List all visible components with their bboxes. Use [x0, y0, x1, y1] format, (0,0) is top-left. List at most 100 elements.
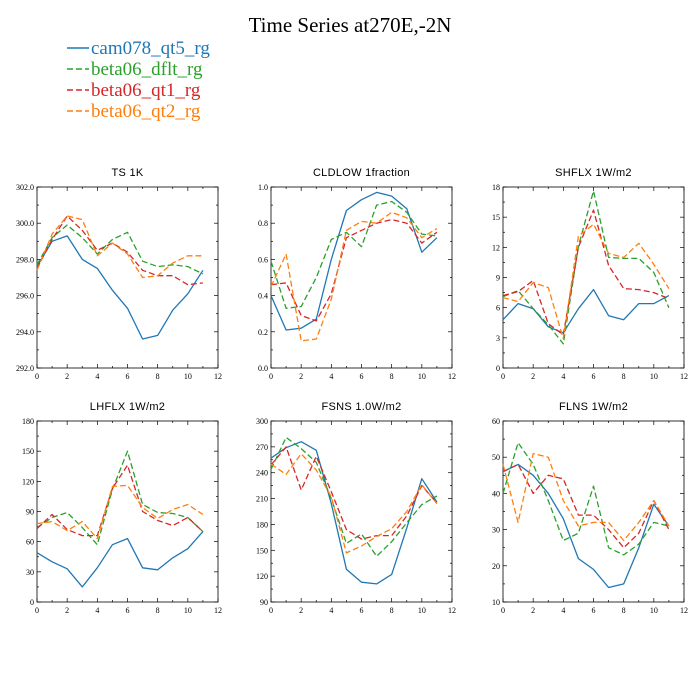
x-tick-label: 0 — [35, 606, 39, 615]
series-line-beta06_qt1_rg — [502, 209, 670, 336]
y-tick-label: 50 — [492, 453, 500, 462]
plot-frame — [270, 186, 453, 369]
y-tick-label: 90 — [26, 508, 34, 517]
x-tick-label: 4 — [95, 606, 99, 615]
y-tick-label: 0.4 — [258, 292, 268, 301]
panel-title: SHFLX 1W/m2 — [555, 167, 632, 179]
y-tick-label: 1.0 — [258, 183, 268, 192]
series-line-beta06_qt2_rg — [270, 453, 438, 554]
x-tick-label: 0 — [35, 372, 39, 381]
series-line-beta06_qt1_rg — [502, 463, 670, 549]
x-tick-label: 4 — [329, 606, 333, 615]
x-tick-label: 8 — [156, 606, 160, 615]
series-line-beta06_qt2_rg — [270, 211, 438, 342]
x-tick-label: 6 — [360, 606, 364, 615]
y-tick-label: 120 — [256, 572, 268, 581]
x-tick-label: 8 — [156, 372, 160, 381]
y-tick-label: 60 — [26, 538, 34, 547]
y-tick-label: 12 — [492, 243, 500, 252]
y-tick-label: 240 — [256, 469, 268, 478]
x-tick-label: 10 — [418, 606, 426, 615]
series-line-beta06_dflt_rg — [270, 436, 438, 557]
panel-title: FSNS 1.0W/m2 — [321, 401, 401, 413]
x-tick-label: 10 — [650, 606, 658, 615]
x-tick-label: 2 — [65, 606, 69, 615]
y-tick-label: 40 — [492, 489, 500, 498]
legend-label: beta06_dflt_rg — [91, 59, 203, 80]
legend-item: beta06_qt1_rg — [67, 80, 201, 101]
y-tick-label: 30 — [492, 526, 500, 535]
y-tick-label: 150 — [22, 447, 34, 456]
y-tick-label: 90 — [260, 598, 268, 607]
x-tick-label: 12 — [448, 606, 456, 615]
y-tick-label: 270 — [256, 443, 268, 452]
series-line-cam078_qt5_rg — [36, 235, 204, 340]
y-tick-label: 6 — [496, 304, 500, 313]
y-tick-label: 298.0 — [16, 255, 34, 264]
series-line-beta06_qt1_rg — [36, 215, 203, 286]
legend-item: cam078_qt5_rg — [67, 38, 210, 59]
x-tick-label: 10 — [184, 372, 192, 381]
y-tick-label: 9 — [496, 274, 500, 283]
plot-frame — [502, 186, 685, 369]
series-line-beta06_dflt_rg — [502, 190, 670, 345]
x-tick-label: 6 — [126, 372, 130, 381]
panel-title: TS 1K — [111, 167, 143, 179]
panel-title: LHFLX 1W/m2 — [90, 401, 165, 413]
x-tick-label: 0 — [269, 606, 273, 615]
figure-title: Time Series at270E,-2N — [249, 13, 452, 37]
x-tick-label: 12 — [680, 372, 688, 381]
x-tick-label: 12 — [448, 372, 456, 381]
legend-item: beta06_dflt_rg — [67, 59, 203, 80]
series-line-beta06_dflt_rg — [270, 200, 437, 309]
y-tick-label: 0.6 — [258, 255, 268, 264]
y-tick-label: 0.0 — [258, 364, 268, 373]
x-tick-label: 8 — [390, 606, 394, 615]
y-tick-label: 3 — [496, 334, 500, 343]
y-tick-label: 15 — [492, 213, 500, 222]
chart-panel: FLNS 1W/m2 0 2 4 6 8 10 12 10 20 30 40 50 60 — [492, 401, 688, 615]
plot-frame — [502, 420, 685, 603]
y-tick-label: 296.0 — [16, 292, 34, 301]
x-tick-label: 6 — [360, 372, 364, 381]
y-tick-label: 180 — [22, 417, 34, 426]
x-tick-label: 8 — [390, 372, 394, 381]
x-tick-label: 8 — [622, 372, 626, 381]
series-line-cam078_qt5_rg — [502, 288, 670, 334]
x-tick-label: 0 — [501, 606, 505, 615]
series-line-beta06_dflt_rg — [36, 224, 204, 275]
legend-label: cam078_qt5_rg — [91, 38, 210, 59]
y-tick-label: 292.0 — [16, 364, 34, 373]
series-line-cam078_qt5_rg — [36, 531, 204, 588]
series-line-beta06_qt1_rg — [270, 218, 438, 322]
x-tick-label: 4 — [95, 372, 99, 381]
y-tick-label: 180 — [256, 520, 268, 529]
y-tick-label: 0 — [30, 598, 34, 607]
legend-label: beta06_qt2_rg — [91, 101, 201, 122]
x-tick-label: 6 — [592, 372, 596, 381]
plot-frame — [36, 420, 219, 603]
panel-title: FLNS 1W/m2 — [559, 401, 628, 413]
x-tick-label: 4 — [561, 606, 565, 615]
chart-panel: CLDLOW 1fraction 0 2 4 6 8 10 12 0.0 0.2 0.4 0.6 0.8… — [258, 167, 456, 381]
series-line-beta06_qt2_rg — [502, 223, 670, 340]
x-tick-label: 12 — [214, 372, 222, 381]
chart-panel: FSNS 1.0W/m2 0 2 4 6 8 10 12 90 120 150 180 210 240 27… — [256, 401, 456, 615]
series-line-beta06_qt2_rg — [36, 215, 203, 279]
y-tick-label: 60 — [492, 417, 500, 426]
y-tick-label: 20 — [492, 562, 500, 571]
x-tick-label: 4 — [561, 372, 565, 381]
x-tick-label: 12 — [680, 606, 688, 615]
y-tick-label: 30 — [26, 568, 34, 577]
plot-frame — [36, 186, 219, 369]
y-tick-label: 0 — [496, 364, 500, 373]
y-tick-label: 294.0 — [16, 328, 34, 337]
y-tick-label: 10 — [492, 598, 500, 607]
legend: cam078_qt5_rg beta06_dflt_rg beta06_qt1_… — [67, 38, 210, 122]
x-tick-label: 2 — [299, 606, 303, 615]
x-tick-label: 10 — [418, 372, 426, 381]
x-tick-label: 4 — [329, 372, 333, 381]
x-tick-label: 2 — [531, 606, 535, 615]
x-tick-label: 0 — [269, 372, 273, 381]
